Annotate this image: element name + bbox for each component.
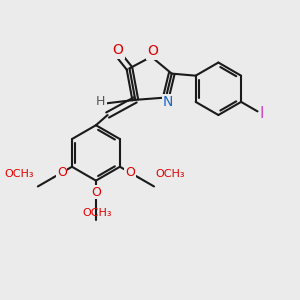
Text: O: O	[57, 166, 67, 179]
Text: I: I	[260, 106, 264, 122]
Text: O: O	[147, 44, 158, 58]
Text: OCH₃: OCH₃	[155, 169, 184, 179]
Text: N: N	[163, 95, 173, 109]
Text: H: H	[96, 95, 106, 108]
Text: OCH₃: OCH₃	[4, 169, 34, 179]
Text: OCH₃: OCH₃	[82, 208, 112, 218]
Text: O: O	[112, 43, 123, 57]
Text: O: O	[91, 186, 101, 199]
Text: O: O	[125, 166, 135, 179]
